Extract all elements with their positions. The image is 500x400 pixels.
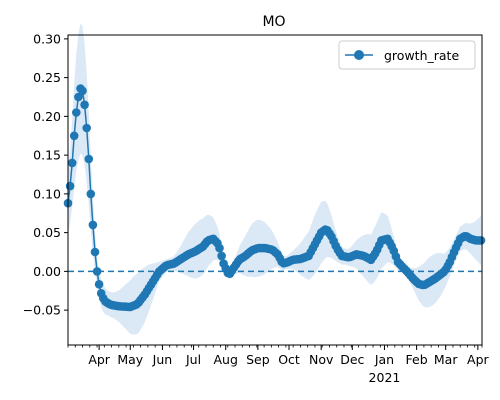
x-tick-label: Jun: [152, 352, 173, 367]
legend-label-growth-rate: growth_rate: [384, 48, 459, 63]
data-point: [67, 158, 77, 168]
data-point: [82, 123, 91, 133]
data-point: [80, 100, 89, 110]
y-tick-label: 0.20: [33, 109, 61, 124]
data-point: [94, 280, 104, 289]
x-tick-label: May: [117, 352, 143, 367]
y-tick-label: 0.15: [33, 148, 61, 163]
x-tick-label: Oct: [278, 352, 300, 367]
legend-marker-sample: [354, 50, 364, 60]
x-tick-label: Apr: [467, 352, 489, 367]
data-point: [69, 131, 79, 141]
axes-frame: [67, 34, 483, 346]
y-tick-label: 0.05: [33, 225, 61, 240]
x-tick-label: Jul: [185, 352, 201, 367]
data-point: [90, 247, 100, 257]
y-tick-label: 0.25: [33, 70, 61, 85]
data-point: [84, 154, 94, 164]
series-markers: [63, 84, 486, 312]
legend: growth_rate: [338, 40, 476, 70]
data-point: [74, 92, 83, 102]
chart-title: MO: [262, 14, 285, 30]
x-tick-label: Mar: [434, 352, 458, 367]
x-tick-label: Dec: [340, 352, 364, 367]
data-point: [86, 189, 96, 199]
data-point: [92, 267, 102, 276]
data-point: [72, 108, 81, 117]
x-tick-label: Nov: [309, 352, 334, 367]
x-tick-label: Feb: [406, 352, 428, 367]
x-tick-label: Sep: [246, 352, 270, 367]
legend-frame: [338, 40, 476, 70]
x-tick-label: Jan: [374, 352, 394, 367]
x-year-label: 2021: [369, 370, 401, 385]
data-point: [78, 86, 87, 96]
axes: −0.05 0.00 0.05 0.10 0.15 0.20 0.25 0.30 Apr May J…: [23, 31, 490, 385]
x-tick-label: Apr: [88, 352, 110, 367]
plot-area: [63, 23, 486, 335]
y-tick-label: 0.10: [33, 186, 61, 201]
y-tick-label: −0.05: [23, 303, 61, 318]
x-tick-label: Aug: [214, 352, 238, 367]
data-point: [215, 243, 224, 253]
data-point: [65, 181, 75, 191]
y-tick-label: 0.30: [33, 31, 61, 46]
data-point: [476, 236, 486, 245]
data-point: [217, 251, 226, 261]
y-tick-label: 0.00: [33, 264, 61, 279]
data-point: [88, 220, 98, 230]
